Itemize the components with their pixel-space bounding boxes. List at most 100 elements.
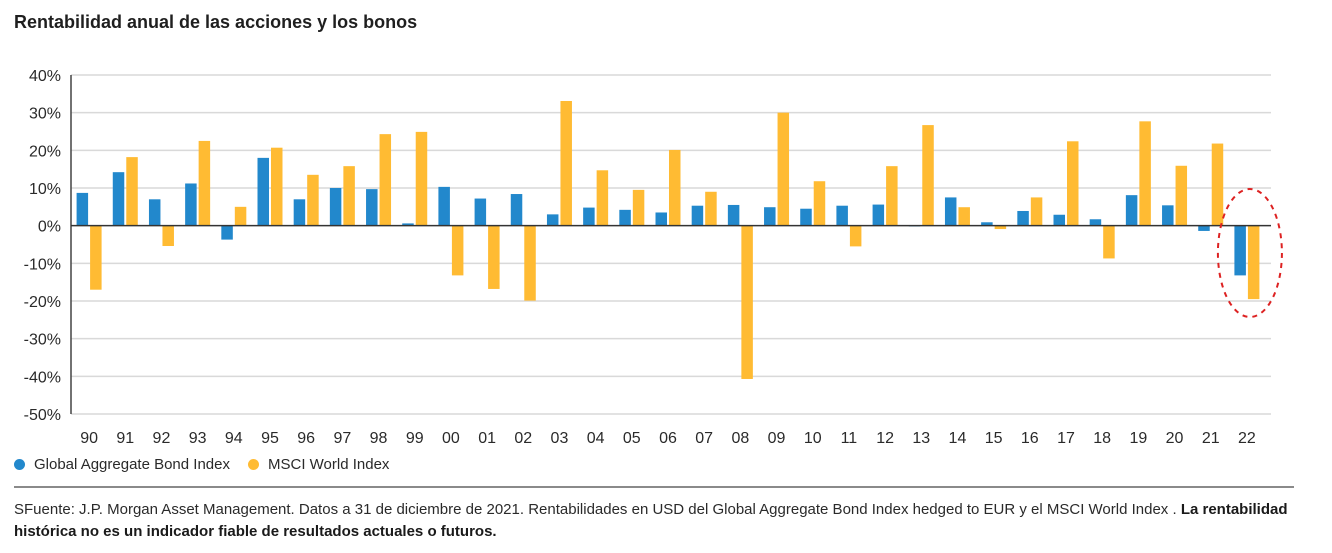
x-tick-label: 16 [1021,430,1039,447]
x-tick-label: 95 [261,430,279,447]
legend-swatch-msci [247,459,259,470]
bar-msci [488,225,500,289]
bar-bond [619,209,631,226]
bar-msci [343,166,355,226]
bar-bond [112,172,125,226]
bar-bond [76,192,89,226]
bar-msci [1247,225,1260,300]
source-disclaimer: La rentabilidad histórica no es un indic… [14,501,1288,540]
bar-bond [293,199,306,226]
highlight-ellipse [1216,188,1283,318]
bar-msci [234,206,247,226]
bar-msci [777,112,790,226]
bar-msci [379,134,392,226]
x-tick-label: 18 [1093,430,1111,447]
bar-msci [813,181,826,226]
bar-msci [1139,121,1151,226]
bar-bond [438,186,450,226]
bar-bond [800,208,812,226]
y-axis-ticks: 40% 30% 20% 10% 0% -10% -20% -30% -40% -50% [24,68,61,424]
divider [14,486,1294,488]
y-tick-label: -20% [24,294,61,311]
bar-msci [1103,225,1115,259]
y-tick-label: -40% [24,369,61,386]
x-tick-label: 98 [370,430,388,447]
bar-bond [1162,205,1174,226]
annotations [1216,188,1283,318]
bar-bond [1198,225,1210,231]
bar-msci [162,225,174,247]
bar-bond [257,157,269,226]
bar-msci [415,131,428,226]
x-tick-label: 94 [225,430,243,447]
x-tick-label: 01 [478,430,496,447]
bar-msci [849,225,862,247]
bar-msci [958,207,970,226]
x-tick-label: 96 [297,430,315,447]
bar-bond [727,204,740,226]
y-tick-label: -30% [24,332,61,349]
legend-swatch-bond [14,459,25,470]
x-tick-label: 97 [333,430,351,447]
bar-bond [655,212,667,226]
y-tick-label: 30% [29,106,61,123]
bar-msci [741,225,753,379]
bar-bond [510,194,523,226]
bar-bond [1089,219,1102,226]
x-tick-label: 14 [949,430,967,447]
x-tick-label: 05 [623,430,641,447]
x-tick-label: 07 [695,430,713,447]
legend-label-msci: MSCI World Index [267,456,390,473]
x-tick-label: 03 [551,430,569,447]
bar-bond [944,197,957,226]
x-tick-label: 90 [80,430,98,447]
bar-bond [1017,210,1029,226]
bar-msci [198,140,211,226]
x-tick-label: 19 [1129,430,1147,447]
bar-msci [126,157,138,226]
bar-msci [886,166,898,226]
bar-msci [705,191,717,226]
bar-bond [474,198,487,226]
bar-bond [764,207,776,226]
bar-bond [366,189,378,226]
y-tick-label: -10% [24,256,61,273]
x-tick-label: 99 [406,430,424,447]
bar-msci [922,125,934,226]
x-tick-label: 93 [189,430,207,447]
bar-bond [546,214,559,226]
legend-item-msci: MSCI World Index [247,456,390,473]
legend-label-bond: Global Aggregate Bond Index [34,456,230,473]
gridlines [71,74,1271,415]
bar-bond [872,204,885,226]
bar-bond [148,199,161,226]
bar-bond [691,205,704,226]
bar-msci [560,100,572,226]
bar-bond [981,222,993,226]
x-tick-label: 09 [768,430,786,447]
x-tick-label: 15 [985,430,1003,447]
bar-msci [632,189,645,226]
bar-msci [90,225,102,290]
bar-bond [836,205,848,226]
source-text: SFuente: J.P. Morgan Asset Management. D… [14,501,1181,518]
chart-title: Rentabilidad anual de las acciones y los… [14,12,418,32]
source-note: SFuente: J.P. Morgan Asset Management. D… [14,499,1314,543]
bar-msci [271,147,283,226]
bar-bond [329,188,342,226]
x-tick-label: 92 [153,430,171,447]
x-tick-label: 11 [841,430,858,447]
y-tick-label: 0% [38,219,61,236]
y-tick-label: -50% [24,407,61,424]
bar-msci [1211,143,1224,226]
x-tick-label: 08 [731,430,749,447]
legend: Global Aggregate Bond Index MSCI World I… [14,456,407,473]
bar-msci [1030,197,1043,226]
bar-msci [451,225,464,276]
bar-msci [1175,165,1188,226]
bar-msci [307,174,319,226]
bars [76,100,1260,379]
bar-bond [1053,214,1065,226]
x-tick-label: 06 [659,430,677,447]
bar-bond [1234,225,1246,276]
